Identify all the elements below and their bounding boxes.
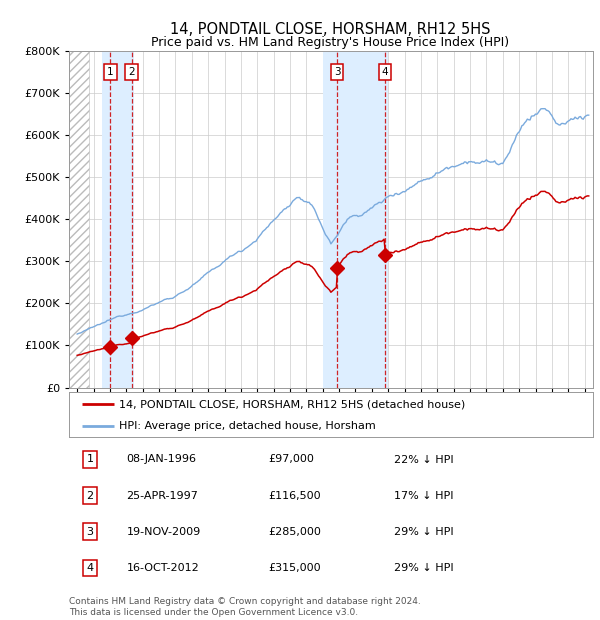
Text: 2: 2 bbox=[128, 67, 135, 77]
Text: 29% ↓ HPI: 29% ↓ HPI bbox=[394, 527, 454, 537]
Text: 1: 1 bbox=[86, 454, 94, 464]
Text: £116,500: £116,500 bbox=[268, 490, 320, 500]
Text: 25-APR-1997: 25-APR-1997 bbox=[127, 490, 199, 500]
Text: £97,000: £97,000 bbox=[268, 454, 314, 464]
Text: 2: 2 bbox=[86, 490, 94, 500]
Text: 08-JAN-1996: 08-JAN-1996 bbox=[127, 454, 197, 464]
Text: 4: 4 bbox=[382, 67, 388, 77]
Text: 1: 1 bbox=[107, 67, 114, 77]
Text: Contains HM Land Registry data © Crown copyright and database right 2024.
This d: Contains HM Land Registry data © Crown c… bbox=[69, 598, 421, 617]
Text: 14, PONDTAIL CLOSE, HORSHAM, RH12 5HS (detached house): 14, PONDTAIL CLOSE, HORSHAM, RH12 5HS (d… bbox=[119, 399, 465, 409]
Text: 22% ↓ HPI: 22% ↓ HPI bbox=[394, 454, 454, 464]
Text: 3: 3 bbox=[334, 67, 340, 77]
Text: 29% ↓ HPI: 29% ↓ HPI bbox=[394, 563, 454, 573]
Text: 4: 4 bbox=[86, 563, 94, 573]
Text: £315,000: £315,000 bbox=[268, 563, 320, 573]
Text: 14, PONDTAIL CLOSE, HORSHAM, RH12 5HS: 14, PONDTAIL CLOSE, HORSHAM, RH12 5HS bbox=[170, 22, 490, 37]
Text: £285,000: £285,000 bbox=[268, 527, 321, 537]
Text: 3: 3 bbox=[86, 527, 94, 537]
Text: 19-NOV-2009: 19-NOV-2009 bbox=[127, 527, 201, 537]
Text: 17% ↓ HPI: 17% ↓ HPI bbox=[394, 490, 453, 500]
Bar bbox=[323, 51, 388, 388]
Text: HPI: Average price, detached house, Horsham: HPI: Average price, detached house, Hors… bbox=[119, 421, 376, 431]
Text: 16-OCT-2012: 16-OCT-2012 bbox=[127, 563, 199, 573]
Text: Price paid vs. HM Land Registry's House Price Index (HPI): Price paid vs. HM Land Registry's House … bbox=[151, 36, 509, 49]
Bar bbox=[102, 51, 134, 388]
